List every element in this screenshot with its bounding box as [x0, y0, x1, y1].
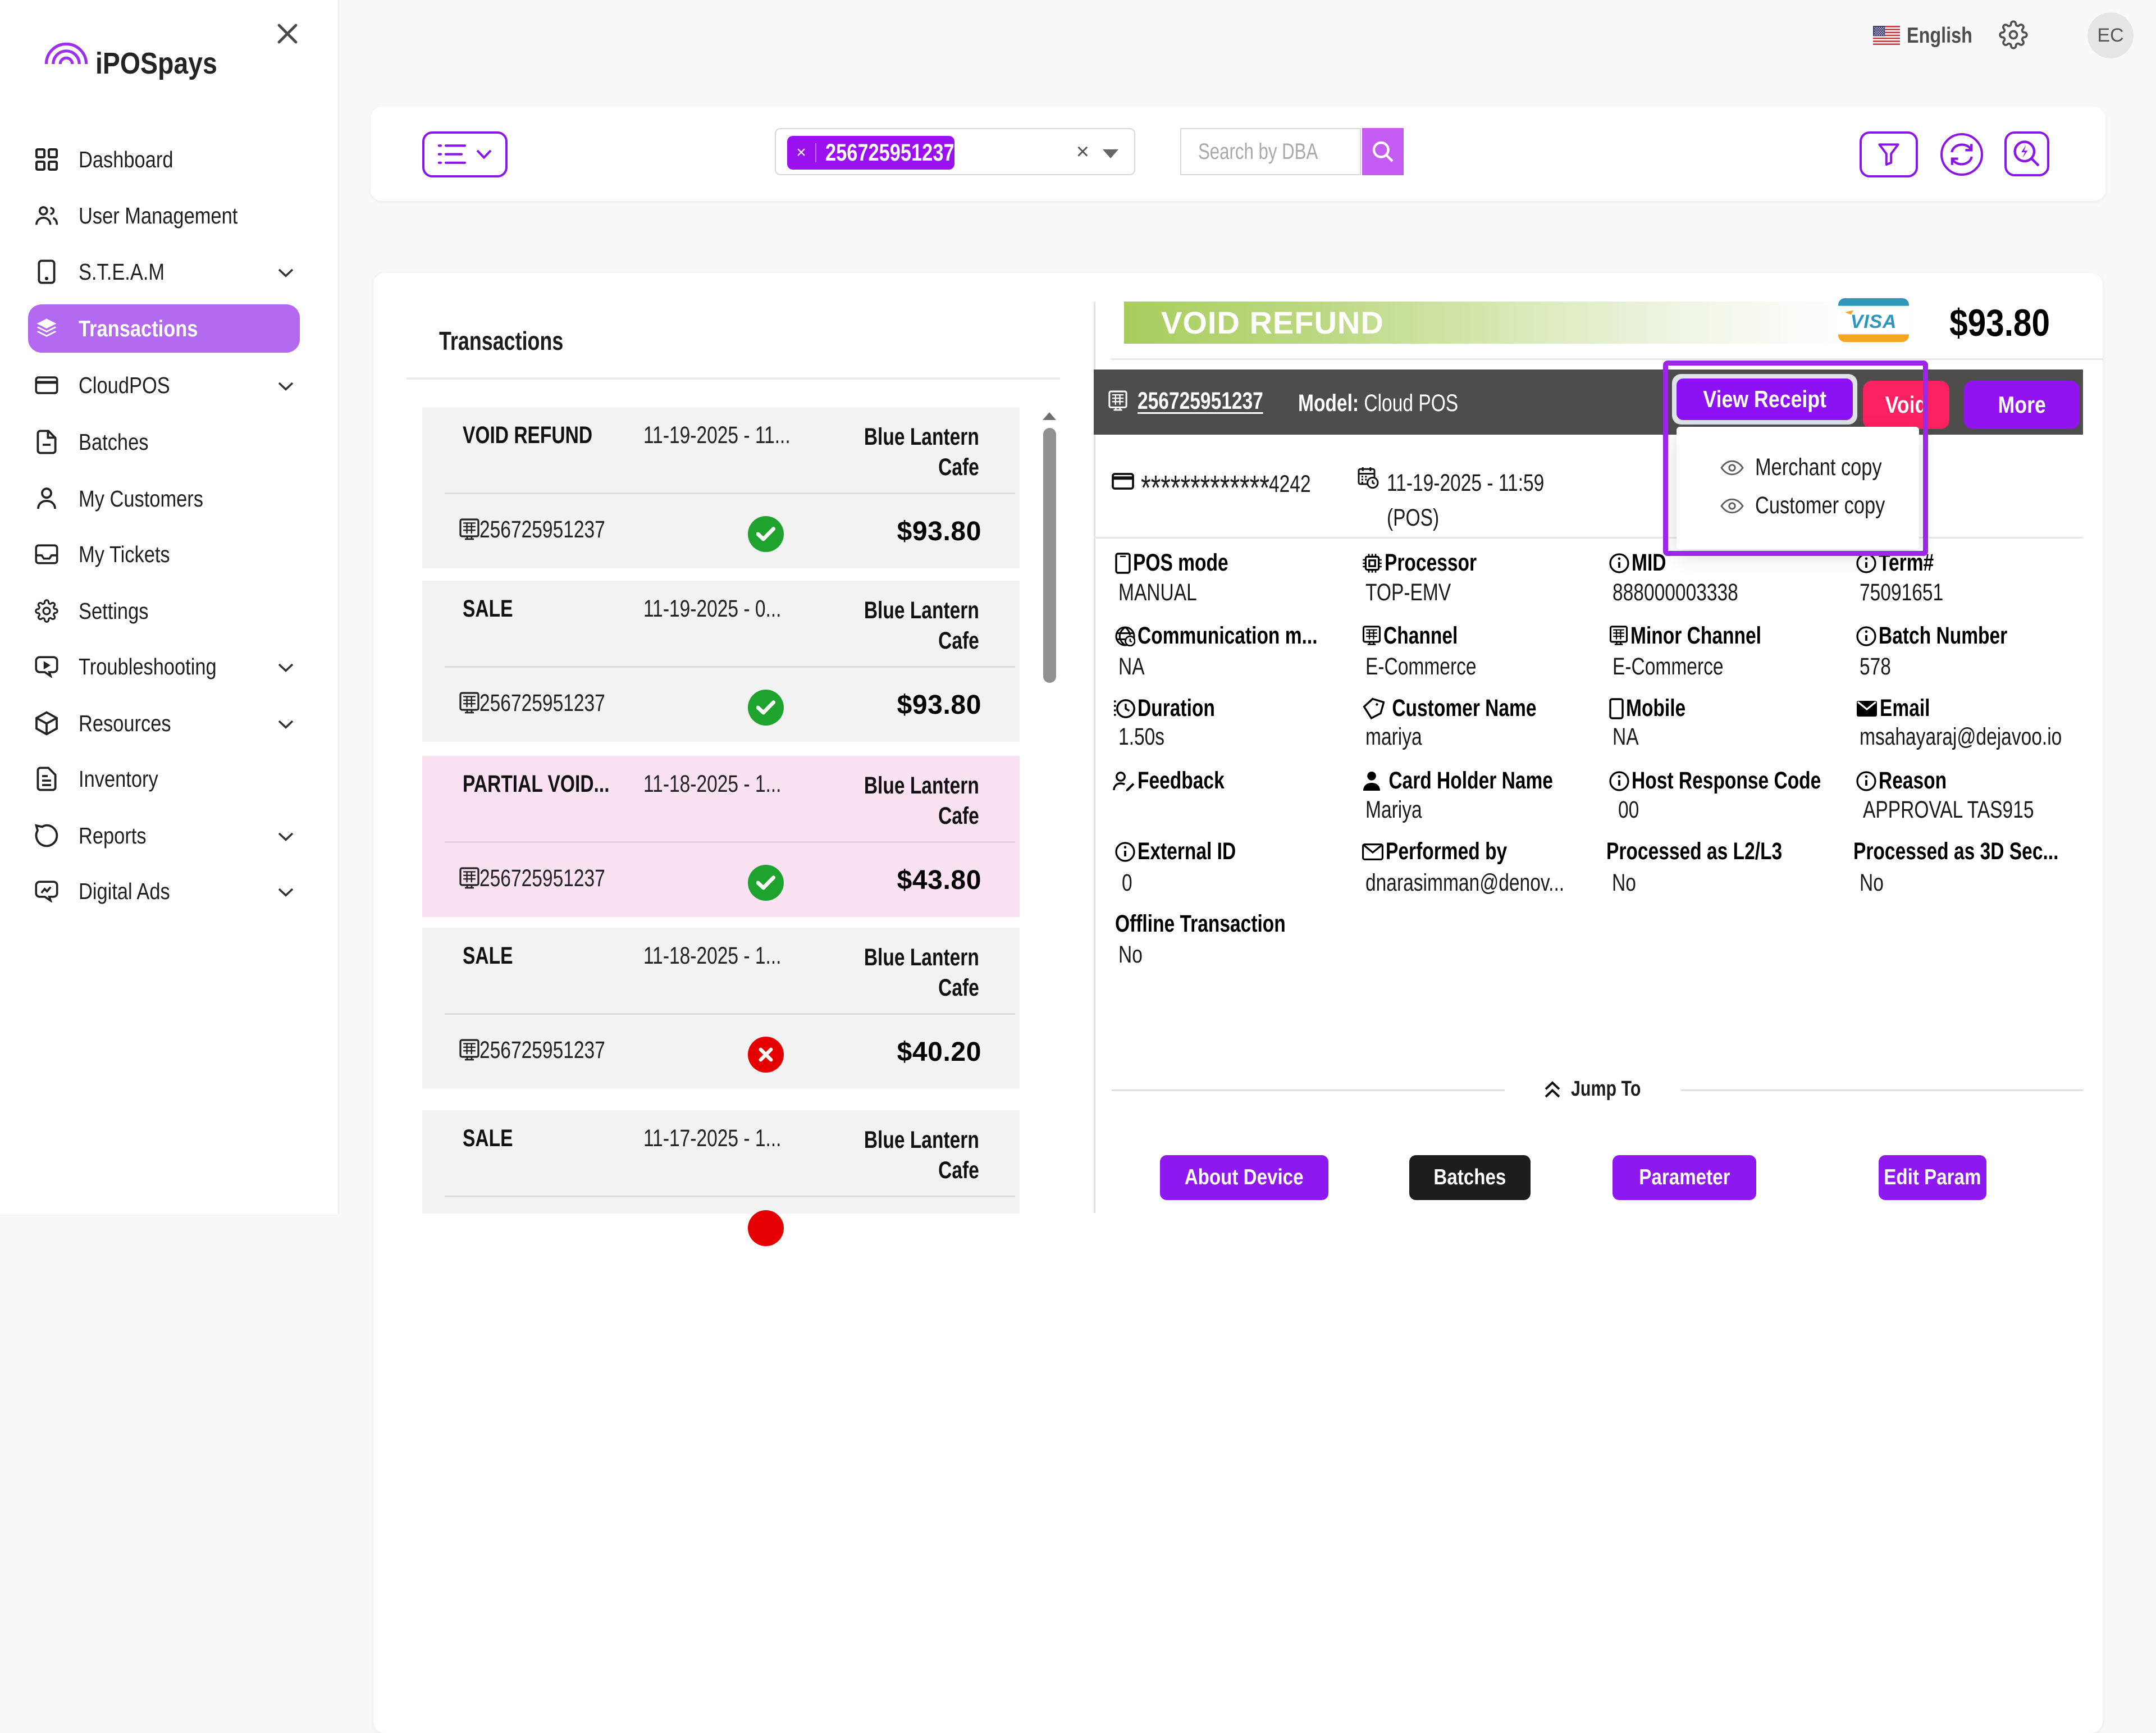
svg-text:VISA: VISA: [1851, 311, 1897, 332]
